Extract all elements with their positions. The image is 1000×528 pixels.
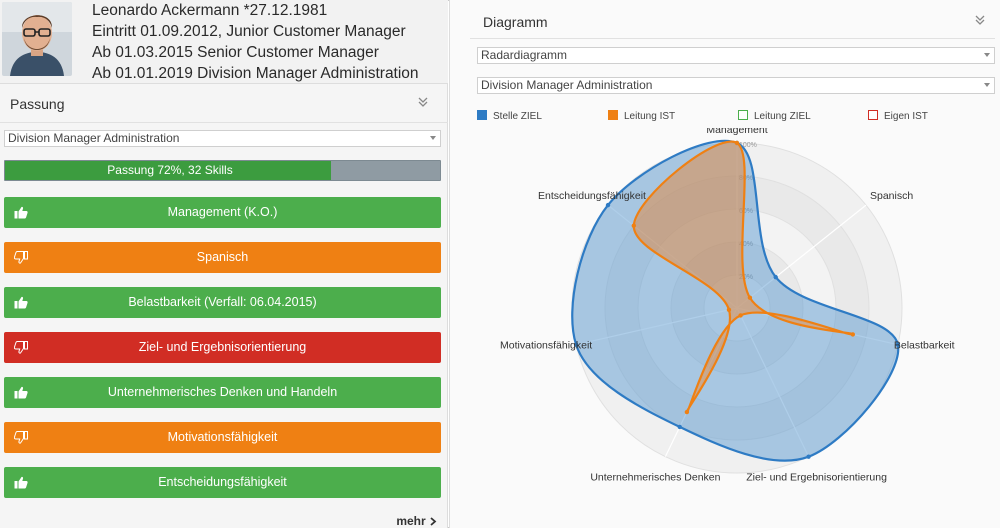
- collapse-chevron-icon[interactable]: [974, 14, 986, 29]
- profile-role-2019: Ab 01.01.2019 Division Manager Administr…: [92, 65, 419, 82]
- thumbs-down-icon: [12, 332, 30, 363]
- legend-label: Eigen IST: [884, 111, 928, 122]
- legend-item[interactable]: Eigen IST: [868, 110, 928, 124]
- radar-tick-label: 20%: [739, 274, 753, 281]
- collapse-chevron-icon[interactable]: [417, 96, 429, 111]
- radar-axis-label: Management: [706, 128, 767, 136]
- legend-item[interactable]: Stelle ZIEL: [477, 110, 542, 124]
- skill-item[interactable]: Spanisch: [4, 242, 441, 273]
- radar-point: [631, 223, 636, 228]
- diagram-position-select[interactable]: Division Manager Administration: [477, 77, 995, 94]
- radar-point: [738, 313, 743, 318]
- profile-header: Leonardo Ackermann *27.12.1981 Eintritt …: [0, 0, 448, 84]
- radar-point: [806, 454, 811, 459]
- radar-point: [677, 424, 682, 430]
- radar-point: [734, 140, 740, 146]
- legend-swatch: [738, 110, 748, 120]
- divider: [0, 122, 448, 123]
- chart-type-value: Radardiagramm: [481, 48, 568, 62]
- skill-label: Unternehmerisches Denken und Handeln: [107, 385, 338, 399]
- skill-item[interactable]: Unternehmerisches Denken und Handeln: [4, 377, 441, 408]
- skill-label: Management (K.O.): [167, 205, 278, 219]
- profile-entry: Eintritt 01.09.2012, Junior Customer Man…: [92, 23, 406, 40]
- radar-point: [747, 295, 753, 300]
- radar-axis-label: Ziel- und Ergebnisorientierung: [746, 472, 887, 484]
- radar-axis-label: Unternehmerisches Denken: [590, 472, 720, 484]
- skill-label: Entscheidungsfähigkeit: [158, 475, 287, 489]
- radar-point: [605, 202, 611, 208]
- radar-tick-label: 60%: [739, 208, 753, 215]
- legend-swatch: [477, 110, 487, 120]
- thumbs-down-icon: [12, 242, 30, 273]
- left-column: Leonardo Ackermann *27.12.1981 Eintritt …: [0, 0, 448, 528]
- skill-label: Ziel- und Ergebnisorientierung: [138, 340, 307, 354]
- passung-title: Passung: [10, 96, 65, 112]
- radar-axis-label: Belastbarkeit: [894, 340, 955, 352]
- skill-item[interactable]: Entscheidungsfähigkeit: [4, 467, 441, 498]
- legend-label: Leitung IST: [624, 111, 676, 122]
- radar-spoke: [736, 204, 867, 309]
- radar-spoke: [576, 307, 738, 346]
- radar-axis-label: Entscheidungsfähigkeit: [538, 190, 646, 202]
- profile-role-2015: Ab 01.03.2015 Senior Customer Manager: [92, 44, 379, 61]
- chevron-right-icon: [430, 517, 437, 526]
- more-label: mehr: [396, 514, 426, 528]
- passung-progress-bar: Passung 72%, 32 Skills: [4, 160, 441, 181]
- chevron-down-icon: [984, 53, 990, 57]
- radar-point: [684, 409, 690, 415]
- radar-tick-label: 80%: [739, 175, 753, 182]
- progress-label: Passung 72%, 32 Skills: [107, 163, 233, 177]
- thumbs-up-icon: [12, 467, 30, 498]
- position-select-value: Division Manager Administration: [8, 131, 180, 145]
- radar-axis-label: Spanisch: [870, 190, 913, 202]
- profile-name: Leonardo Ackermann *27.12.1981: [92, 2, 328, 19]
- radar-point: [895, 342, 901, 347]
- radar-tick-label: 100%: [739, 142, 757, 149]
- diagram-position-value: Division Manager Administration: [481, 78, 653, 92]
- skill-item[interactable]: Belastbarkeit (Verfall: 06.04.2015): [4, 287, 441, 318]
- thumbs-up-icon: [12, 377, 30, 408]
- chart-type-select[interactable]: Radardiagramm: [477, 47, 995, 64]
- more-link[interactable]: mehr: [396, 514, 437, 528]
- skill-label: Motivationsfähigkeit: [167, 430, 278, 444]
- radar-point: [773, 274, 778, 280]
- avatar: [2, 2, 72, 76]
- skill-item[interactable]: Management (K.O.): [4, 197, 441, 228]
- radar-tick-label: 40%: [739, 241, 753, 248]
- legend-label: Leitung ZIEL: [754, 111, 811, 122]
- radar-point: [573, 342, 579, 347]
- diagram-title: Diagramm: [483, 14, 548, 30]
- skill-item[interactable]: Motivationsfähigkeit: [4, 422, 441, 453]
- legend-swatch: [868, 110, 878, 120]
- chevron-down-icon: [984, 83, 990, 87]
- passung-panel: Passung Division Manager Administration …: [0, 84, 448, 528]
- legend-label: Stelle ZIEL: [493, 111, 542, 122]
- progress-fill: [5, 161, 332, 180]
- thumbs-up-icon: [12, 287, 30, 318]
- radar-chart: 20% 40% 60% 80% 100% Management Spanisch Belast…: [500, 128, 955, 484]
- profile-info: Leonardo Ackermann *27.12.1981 Eintritt …: [92, 0, 419, 84]
- legend-item[interactable]: Leitung IST: [608, 110, 675, 124]
- skill-item[interactable]: Ziel- und Ergebnisorientierung: [4, 332, 441, 363]
- chevron-down-icon: [430, 136, 436, 140]
- radar-point: [850, 332, 856, 337]
- skill-label: Spanisch: [196, 250, 249, 264]
- thumbs-up-icon: [12, 197, 30, 228]
- position-select[interactable]: Division Manager Administration: [4, 130, 441, 147]
- skill-label: Belastbarkeit (Verfall: 06.04.2015): [128, 295, 317, 309]
- legend-item[interactable]: Leitung ZIEL: [738, 110, 811, 124]
- radar-axis-label: Motivationsfähigkeit: [500, 340, 592, 352]
- legend-swatch: [608, 110, 618, 120]
- thumbs-down-icon: [12, 422, 30, 453]
- divider: [470, 38, 995, 39]
- radar-point: [726, 307, 732, 313]
- radar-spoke: [736, 307, 810, 457]
- diagram-panel: Diagramm Radardiagramm Division Manager …: [449, 0, 1000, 528]
